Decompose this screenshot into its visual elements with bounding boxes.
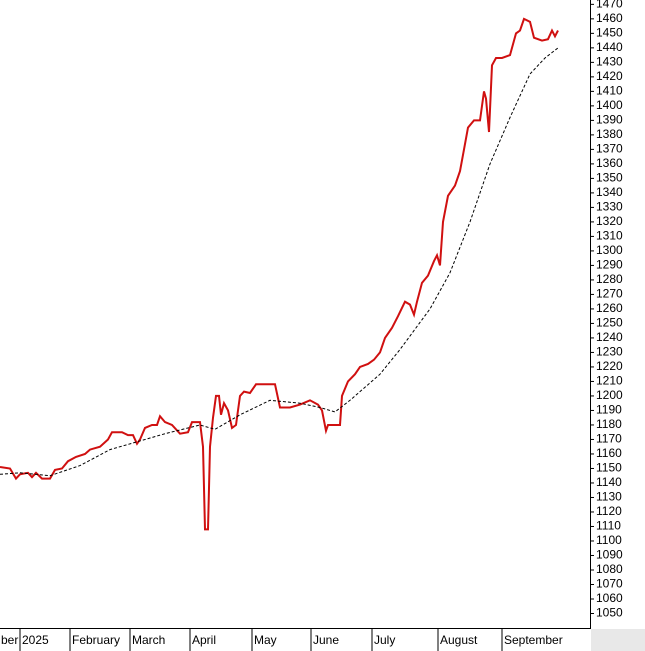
y-tick-label: 1210	[596, 374, 623, 388]
y-tick-label: 1110	[596, 519, 621, 533]
y-tick-label: 1240	[596, 330, 623, 344]
y-tick-label: 1310	[596, 229, 623, 243]
x-tick-label: ber	[1, 633, 18, 647]
y-tick-label: 1140	[596, 475, 622, 489]
y-tick-label: 1150	[596, 461, 622, 475]
y-tick-label: 1370	[596, 142, 623, 156]
x-tick-label: September	[504, 633, 563, 647]
y-tick-label: 1320	[596, 214, 623, 228]
y-tick-label: 1190	[596, 403, 622, 417]
moving-average	[0, 47, 559, 477]
y-tick-label: 1360	[596, 156, 623, 170]
y-tick-label: 1280	[596, 272, 623, 286]
y-tick-label: 1350	[596, 171, 623, 185]
y-tick-label: 1070	[596, 577, 623, 591]
x-tick-label: July	[374, 633, 395, 647]
y-tick-label: 1090	[596, 548, 623, 562]
y-tick-label: 1460	[596, 11, 623, 25]
y-tick-label: 1180	[596, 417, 622, 431]
y-tick-label: 1420	[596, 69, 623, 83]
y-tick-label: 1340	[596, 185, 623, 199]
y-tick-label: 1060	[596, 591, 623, 605]
y-tick-label: 1200	[596, 388, 623, 402]
y-tick-label: 1470	[596, 0, 623, 11]
x-tick-label: March	[132, 633, 165, 647]
corner	[591, 629, 645, 651]
x-tick-label: August	[440, 633, 478, 647]
y-tick-label: 1390	[596, 113, 623, 127]
y-tick-label: 1130	[596, 490, 622, 504]
y-tick-label: 1270	[596, 287, 623, 301]
x-tick-label: May	[254, 633, 277, 647]
y-tick-label: 1050	[596, 606, 623, 620]
y-tick-label: 1220	[596, 359, 623, 373]
price-line	[0, 17, 559, 531]
y-tick-label: 1230	[596, 345, 623, 359]
y-tick-label: 1300	[596, 243, 623, 257]
y-tick-label: 1100	[596, 533, 622, 547]
y-tick-label: 1440	[596, 40, 623, 54]
x-tick-label: April	[192, 633, 216, 647]
y-tick-label: 1380	[596, 127, 623, 141]
y-tick-label: 1170	[596, 432, 622, 446]
y-tick-label: 1450	[596, 26, 623, 40]
y-tick-label: 1260	[596, 301, 623, 315]
y-tick-label: 1120	[596, 504, 622, 518]
y-tick-label: 1250	[596, 316, 623, 330]
y-tick-label: 1290	[596, 258, 623, 272]
y-tick-label: 1410	[596, 84, 623, 98]
y-tick-label: 1080	[596, 562, 623, 576]
x-tick-label: June	[313, 633, 339, 647]
y-tick-label: 1160	[596, 446, 622, 460]
y-tick-label: 1400	[596, 98, 623, 112]
y-tick-label: 1430	[596, 55, 623, 69]
x-tick-label: February	[72, 633, 120, 647]
x-tick-label: 2025	[22, 633, 49, 647]
y-tick-label: 1330	[596, 200, 623, 214]
